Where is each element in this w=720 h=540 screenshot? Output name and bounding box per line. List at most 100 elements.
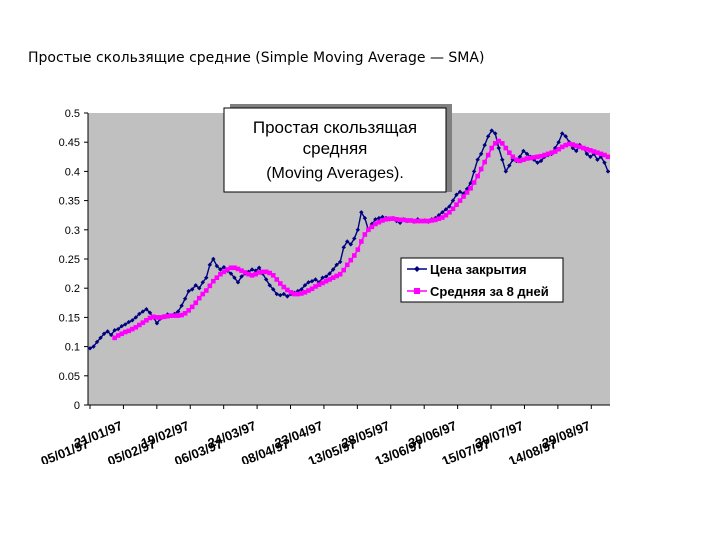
sma-point [334,273,339,279]
sma-point [549,150,554,156]
close-price-point [91,344,96,349]
sma-point [521,157,526,163]
sma-point [454,202,459,207]
sma-point [147,315,153,321]
sma-point [394,216,399,222]
close-price-point [105,329,110,334]
close-price-point [450,198,456,203]
sma-point [563,142,569,148]
close-price-point [130,318,135,323]
sma-point [566,141,572,147]
sma-point [306,288,311,293]
sma-point [538,153,544,159]
sma-point [327,277,332,282]
close-price-point [281,291,287,297]
close-price-point [299,287,304,292]
chart-title-line-1: Простая скользящая [253,118,417,137]
close-price-point [175,309,181,314]
close-price-point [373,217,378,222]
sma-point [464,190,470,195]
sma-point [151,314,156,320]
close-price-point [197,286,202,291]
sma-point [337,271,343,277]
close-price-point [137,311,142,317]
close-price-point [376,215,382,221]
legend: Цена закрытия Средняя за 8 дней [400,257,564,303]
sma-point [175,313,181,318]
sma-point [517,158,523,164]
sma-point [355,247,361,252]
sma-point [415,218,421,224]
close-price-point [447,204,452,209]
close-price-point [200,280,205,285]
close-price-point [94,339,100,345]
series-sma-8 [112,138,611,341]
sma-point [115,333,121,338]
close-price-point [154,321,160,326]
close-price-point [535,160,540,165]
sma-point [126,328,132,334]
close-price-point [485,134,491,139]
sma-point [165,313,170,319]
close-price-point [221,264,227,270]
sma-point [277,281,283,286]
sma-point [253,271,258,277]
sma-point [119,331,125,337]
close-price-point [189,287,195,292]
sma-point [489,145,495,151]
sma-point [457,198,463,203]
sma-point [485,152,491,158]
sma-point [373,221,378,227]
sma-point [447,209,452,215]
sma-point [344,262,350,268]
sma-point [591,149,597,154]
chart-svg: 00.050.10.150.20.250.30.350.40.450.505/0… [28,98,611,469]
close-price-point [538,158,544,164]
sma-point [471,180,477,185]
close-price-point [186,288,191,294]
sma-point [380,218,385,223]
sma-point [263,269,269,275]
close-price-point [232,275,237,280]
close-price-point [87,346,93,351]
sma-point [323,278,329,284]
sma-point [545,151,551,157]
sma-point [362,232,368,237]
close-price-point [507,163,512,168]
sma-point [422,218,428,224]
sma-point [461,194,466,199]
sma-point [292,291,297,297]
close-price-point [489,128,494,133]
sma-point [584,146,590,152]
sma-point [158,315,163,320]
sma-point [602,152,607,158]
close-price-point [348,242,353,247]
close-price-point [126,319,131,325]
sma-point [281,284,287,290]
close-price-point [330,267,336,272]
close-price-point [602,160,607,165]
sma-point [285,287,290,293]
sma-point [478,166,484,172]
close-price-point [482,142,487,148]
sma-point [376,219,382,225]
close-price-point [313,277,318,282]
sma-point [514,157,519,163]
close-price-point [140,309,146,314]
close-price-point [228,271,234,276]
sma-point [556,146,561,152]
close-price-point [471,169,477,174]
chart-title-box: Простая скользящая средняя (Moving Avera… [223,104,452,193]
close-price-point [584,151,590,157]
sma-point [302,289,308,295]
sma-point [425,218,431,224]
y-tick-label: 0.3 [65,225,80,237]
sma-point [369,224,375,230]
sma-point [144,318,149,323]
sma-point [112,335,117,341]
sma-point [320,280,325,286]
chart-title-line-2: средняя [303,139,368,158]
close-price-point [345,239,350,244]
close-price-point [123,322,128,327]
sma-point [605,154,611,160]
